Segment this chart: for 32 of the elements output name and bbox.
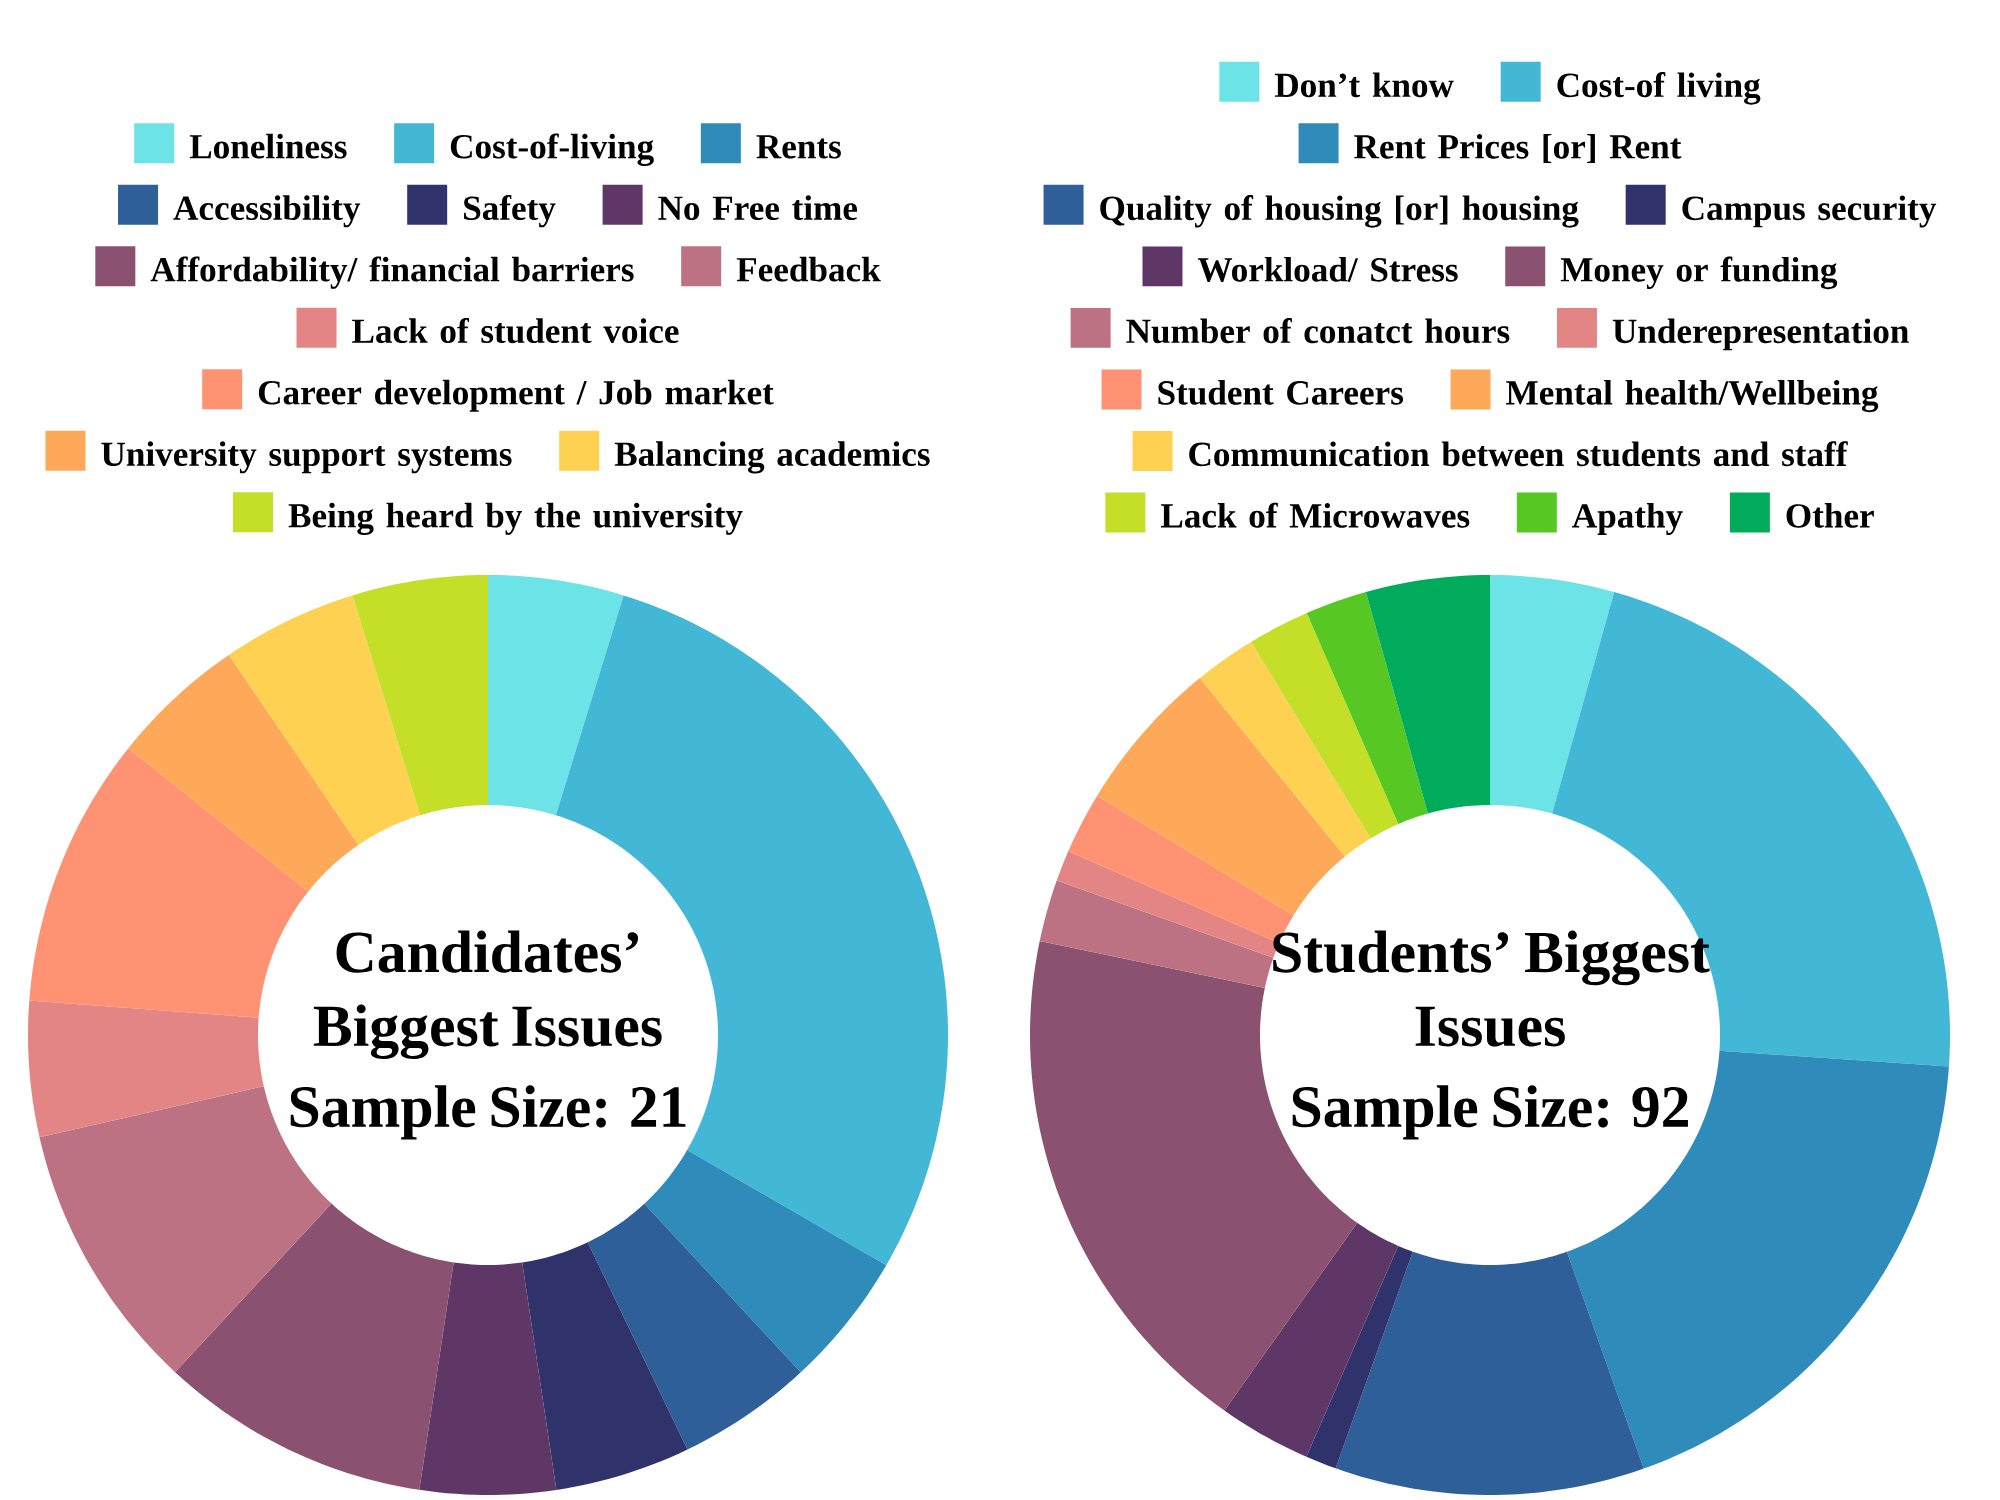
legend-label: Communication between students and staff bbox=[1189, 441, 1848, 467]
legend-label: Accessibility bbox=[173, 195, 361, 228]
legend-label: Other bbox=[1786, 502, 1874, 528]
text: Sample Size: 92 bbox=[1292, 1085, 1688, 1140]
legend-label: Being heard by the university bbox=[288, 502, 743, 535]
legend-label: Apathy bbox=[1572, 502, 1683, 535]
legend-label: Underepresentation bbox=[1612, 318, 1909, 351]
legend-label: Feedback bbox=[736, 256, 881, 282]
legend-label: Cost-of living bbox=[1557, 72, 1761, 105]
legend-label: Number of conatct hours bbox=[1126, 318, 1510, 344]
legend-label: Career development / Job market bbox=[258, 379, 774, 412]
legend-label: Quality of housing [or] housing bbox=[1100, 195, 1579, 228]
text: Sample Size: 21 bbox=[290, 1085, 686, 1140]
legend-label: Workload/ Stress bbox=[1197, 256, 1458, 282]
legend-label: Safety bbox=[464, 194, 556, 228]
text: Candidates’ Biggest Issues bbox=[313, 930, 662, 1060]
legend-label: Rents bbox=[756, 135, 841, 159]
legend-label: Money or funding bbox=[1560, 256, 1838, 290]
legend-label: Don’t know bbox=[1274, 72, 1454, 98]
legend-label: Campus security bbox=[1682, 195, 1937, 228]
legend-label: Balancing academics bbox=[614, 441, 930, 474]
legend-label: Cost-of-living bbox=[450, 133, 654, 166]
legend-label: University support systems bbox=[101, 441, 512, 474]
legend-label: Affordability/ financial barriers bbox=[150, 256, 634, 289]
legend-label: Loneliness bbox=[189, 133, 347, 159]
legend-label: Mental health/Wellbeing bbox=[1506, 379, 1879, 413]
legend-label: Lack of Microwaves bbox=[1160, 502, 1470, 528]
legend-label: Rent Prices [or] Rent bbox=[1354, 133, 1682, 164]
legend-label: No Free time bbox=[658, 195, 858, 221]
legend-label: Lack of student voice bbox=[352, 317, 679, 344]
text: Students’ Biggest Issues bbox=[1273, 930, 1710, 1047]
legend-label: Student Careers bbox=[1158, 379, 1404, 405]
